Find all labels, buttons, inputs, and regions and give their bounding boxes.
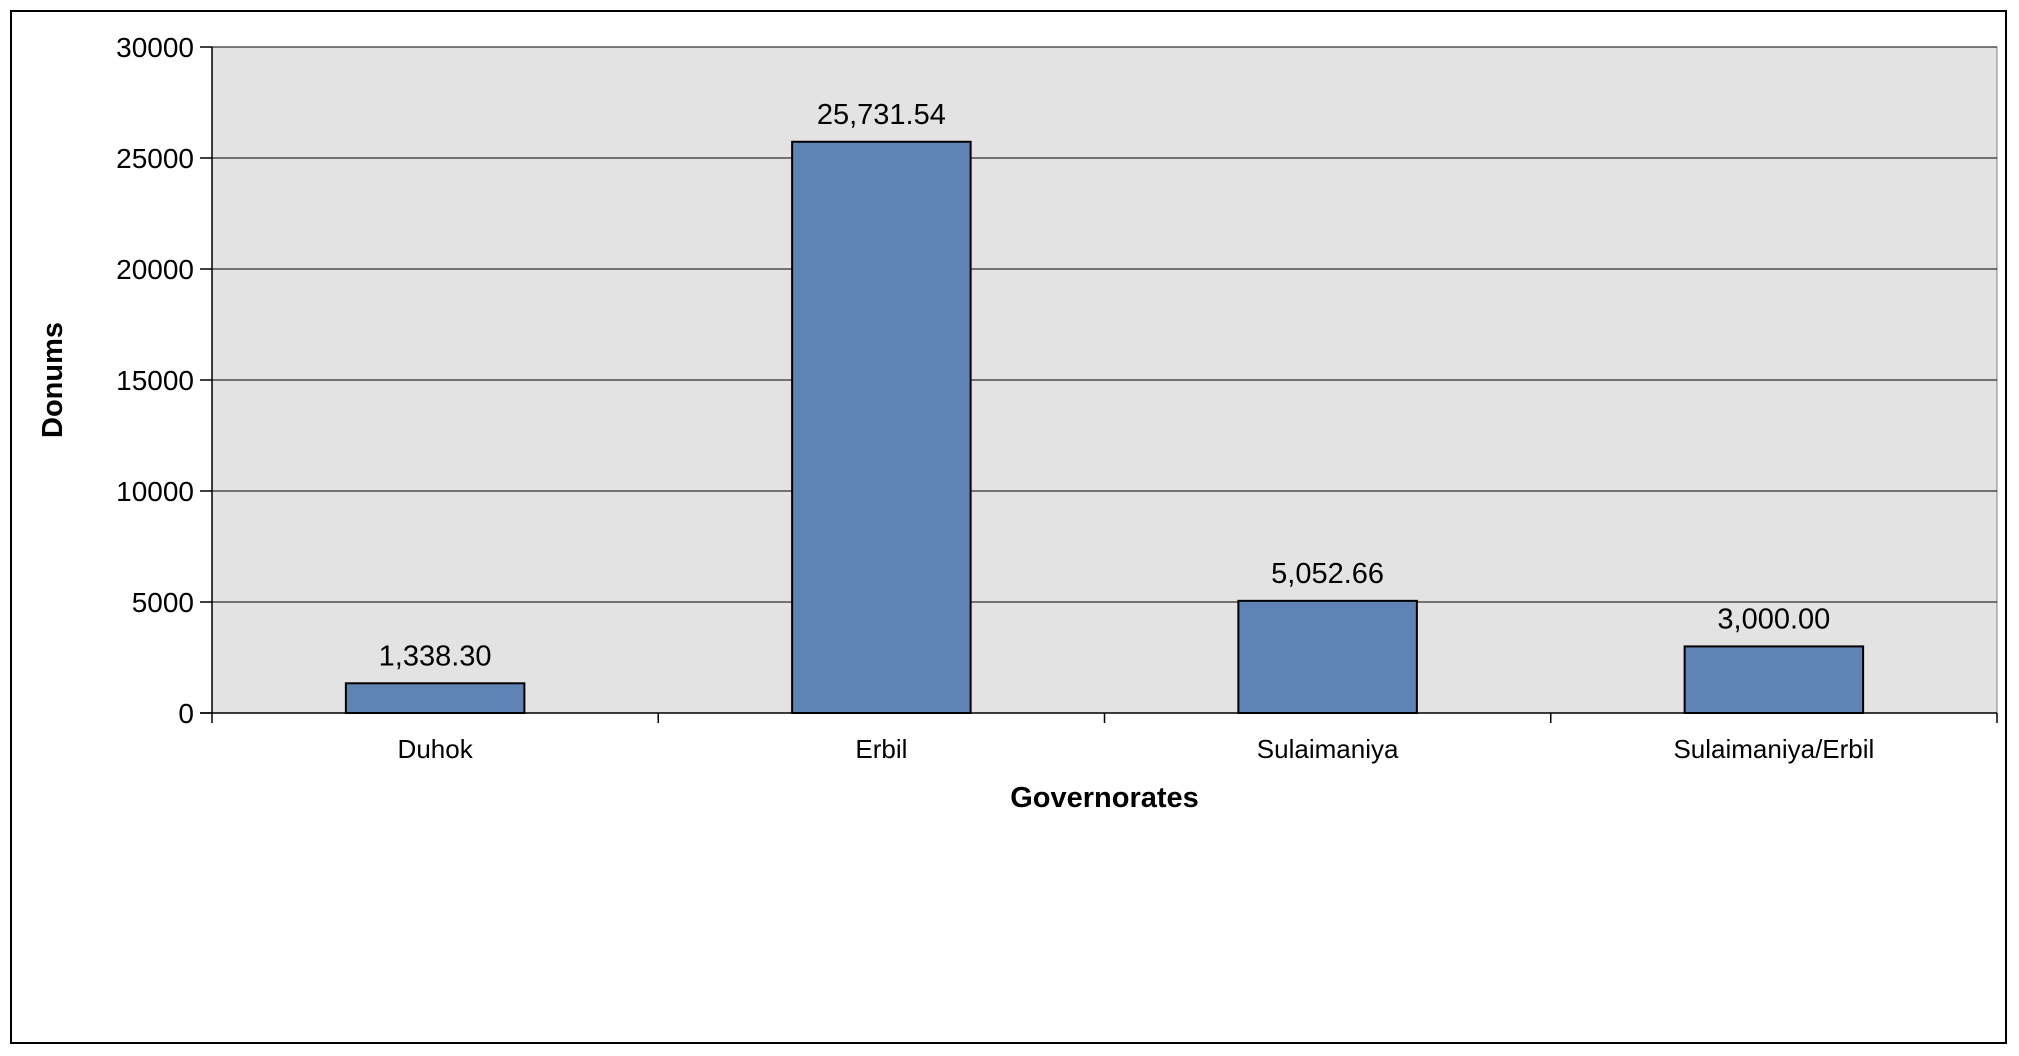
- bar-sulaimaniya-erbil: [1683, 645, 1865, 715]
- x-axis-title: Governorates: [1010, 782, 1199, 814]
- x-tick-label: Sulaimaniya/Erbil: [1673, 734, 1874, 764]
- y-tick-label: 10000: [116, 476, 194, 507]
- chart-frame: 1,338.30 25,731.54 5,052.66 3,000.00 0 5000 1…: [10, 10, 2007, 1044]
- y-tick-label: 15000: [116, 365, 194, 396]
- data-labels: 1,338.30 25,731.54 5,052.66 3,000.00: [379, 99, 1831, 673]
- bar-sulaimaniya: [1237, 599, 1418, 714]
- x-tick-label: Duhok: [398, 734, 474, 764]
- y-axis-title: Donums: [37, 322, 69, 438]
- x-tick-label: Erbil: [855, 734, 907, 764]
- y-tick-label: 30000: [116, 32, 194, 63]
- x-axis: Duhok Erbil Sulaimaniya Sulaimaniya/Erbil: [200, 712, 1998, 764]
- y-axis: 0 5000 10000 15000 20000 25000 30000: [116, 32, 213, 729]
- data-label: 3,000.00: [1717, 603, 1830, 635]
- bars: [344, 140, 1865, 715]
- bar-chart: 1,338.30 25,731.54 5,052.66 3,000.00 0 5000 1…: [37, 32, 1998, 814]
- bar-duhok: [344, 682, 526, 714]
- y-tick-label: 0: [178, 698, 194, 729]
- y-tick-label: 5000: [132, 587, 194, 618]
- gridlines: [212, 46, 1997, 603]
- bar-erbil: [791, 140, 972, 714]
- data-label: 5,052.66: [1271, 558, 1384, 590]
- y-tick-label: 20000: [116, 254, 194, 285]
- data-label: 1,338.30: [379, 640, 492, 672]
- data-label: 25,731.54: [817, 99, 946, 131]
- y-tick-label: 25000: [116, 143, 194, 174]
- x-tick-label: Sulaimaniya: [1257, 734, 1399, 764]
